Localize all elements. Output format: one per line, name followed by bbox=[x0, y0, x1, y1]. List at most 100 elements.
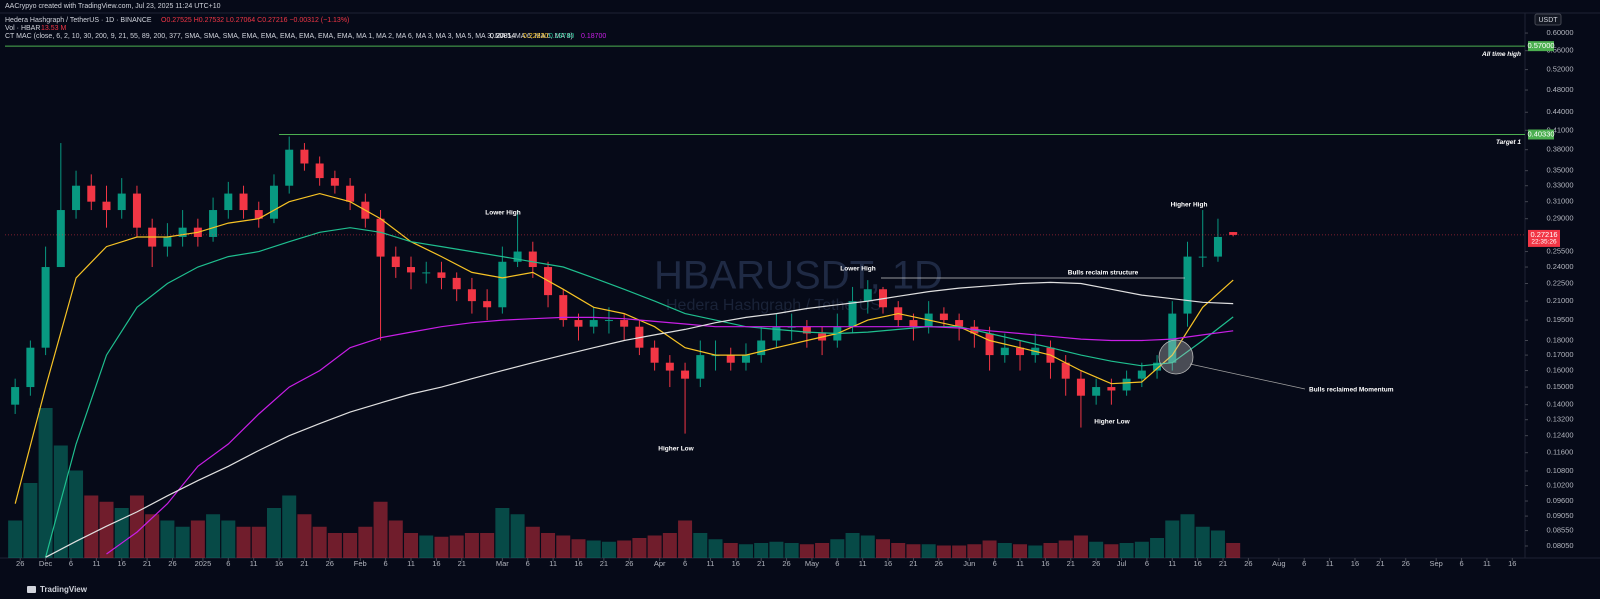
x-tick-label: 11 bbox=[707, 559, 715, 568]
candle-body bbox=[589, 320, 598, 327]
candle-body bbox=[939, 313, 948, 321]
candle-body bbox=[985, 333, 994, 356]
x-tick-label: 6 bbox=[384, 559, 388, 568]
annotation: Lower High bbox=[485, 210, 520, 217]
candle-body bbox=[802, 326, 811, 334]
candle-body bbox=[102, 201, 111, 211]
x-tick-label: 26 bbox=[935, 559, 943, 568]
x-tick-label: 6 bbox=[526, 559, 530, 568]
candle-body bbox=[178, 227, 187, 237]
candle-body bbox=[41, 267, 50, 348]
current-price-tag bbox=[1528, 229, 1560, 247]
candle-body bbox=[376, 218, 385, 257]
indicator-value: 0.20814 bbox=[490, 33, 515, 40]
x-tick-label: 6 bbox=[226, 559, 230, 568]
x-tick-label: 26 bbox=[625, 559, 633, 568]
candle-body bbox=[696, 355, 705, 379]
candle-body bbox=[528, 251, 537, 268]
x-tick-label: 16 bbox=[1351, 559, 1359, 568]
x-tick-label: Aug bbox=[1272, 559, 1285, 568]
ma-line bbox=[45, 227, 1234, 558]
volume-bar bbox=[251, 526, 266, 558]
x-tick-label: 6 bbox=[835, 559, 839, 568]
y-tick-label: 0.19500 bbox=[1546, 315, 1573, 324]
candle-body bbox=[285, 149, 294, 186]
x-tick-label: 11 bbox=[407, 559, 415, 568]
x-tick-label: Jul bbox=[1117, 559, 1127, 568]
candle-body bbox=[604, 320, 613, 322]
x-tick-label: 16 bbox=[884, 559, 892, 568]
x-tick-label: 16 bbox=[574, 559, 582, 568]
annotation: Bulls reclaim structure bbox=[1068, 270, 1139, 277]
x-tick-label: May bbox=[805, 559, 819, 568]
candle-body bbox=[574, 320, 583, 327]
volume-bar bbox=[434, 536, 449, 558]
candle-body bbox=[757, 340, 766, 356]
volume-bar bbox=[327, 533, 342, 558]
y-tick-label: 0.48000 bbox=[1546, 85, 1573, 94]
candle-body bbox=[1213, 236, 1222, 257]
momentum-circle bbox=[1158, 339, 1194, 375]
candle-body bbox=[254, 210, 263, 219]
x-tick-label: 6 bbox=[69, 559, 73, 568]
candle-body bbox=[650, 347, 659, 363]
pointer-line bbox=[1189, 363, 1306, 390]
volume-bar bbox=[571, 539, 586, 558]
ma-line bbox=[106, 316, 1234, 555]
candle-body bbox=[467, 289, 476, 302]
volume-bar bbox=[815, 543, 830, 558]
x-tick-label: 16 bbox=[1041, 559, 1049, 568]
x-tick-label: 21 bbox=[600, 559, 608, 568]
candle-body bbox=[239, 193, 248, 211]
volume-bar bbox=[510, 514, 525, 558]
y-tick-label: 0.10200 bbox=[1546, 481, 1573, 490]
y-tick-label: 0.60000 bbox=[1546, 28, 1573, 37]
volume-bar bbox=[845, 533, 860, 558]
price-line-label: Target 1 bbox=[1496, 139, 1521, 146]
y-tick-label: 0.44000 bbox=[1546, 107, 1573, 116]
candle-body bbox=[407, 267, 416, 273]
candle-body bbox=[772, 326, 781, 341]
y-tick-label: 0.52000 bbox=[1546, 65, 1573, 74]
volume-bar bbox=[449, 535, 464, 558]
volume-bar bbox=[632, 538, 647, 558]
x-tick-label: 11 bbox=[859, 559, 867, 568]
x-tick-label: 26 bbox=[1402, 559, 1410, 568]
volume-bar bbox=[99, 501, 114, 558]
x-tick-label: 21 bbox=[1067, 559, 1075, 568]
volume-bar bbox=[754, 543, 769, 558]
volume-bar bbox=[860, 535, 875, 558]
volume-bar bbox=[541, 533, 556, 558]
x-tick-label: 21 bbox=[300, 559, 308, 568]
volume-bar bbox=[358, 526, 373, 558]
x-tick-label: 11 bbox=[1168, 559, 1176, 568]
volume-bar bbox=[723, 543, 738, 558]
candle-body bbox=[1198, 256, 1207, 258]
x-tick-label: 6 bbox=[683, 559, 687, 568]
price-line-tag bbox=[1528, 41, 1554, 52]
volume-bar bbox=[160, 520, 175, 558]
candle-body bbox=[1092, 387, 1101, 396]
volume-bar bbox=[875, 539, 890, 558]
candle-body bbox=[1168, 313, 1177, 363]
volume-bar bbox=[1043, 543, 1058, 558]
volume-bar bbox=[1134, 541, 1149, 558]
volume-bar bbox=[145, 514, 160, 558]
volume-bar bbox=[419, 535, 434, 558]
volume-bar bbox=[206, 514, 221, 558]
indicator-value: 0.19740 bbox=[549, 33, 574, 40]
volume-bar bbox=[38, 408, 53, 558]
y-tick-label: 0.14000 bbox=[1546, 400, 1573, 409]
x-tick-label: 21 bbox=[757, 559, 765, 568]
x-tick-label: 11 bbox=[1483, 559, 1491, 568]
y-tick-label: 0.09600 bbox=[1546, 496, 1573, 505]
currency-button[interactable] bbox=[1534, 13, 1562, 26]
candle-body bbox=[26, 347, 35, 388]
x-tick-label: 26 bbox=[1092, 559, 1100, 568]
indicator-value: 0.18700 bbox=[581, 33, 606, 40]
x-tick-label: 16 bbox=[118, 559, 126, 568]
candle-body bbox=[224, 193, 233, 211]
currency-label[interactable]: USDT bbox=[1538, 17, 1558, 24]
candle-body bbox=[132, 193, 141, 228]
candle-body bbox=[452, 277, 461, 290]
